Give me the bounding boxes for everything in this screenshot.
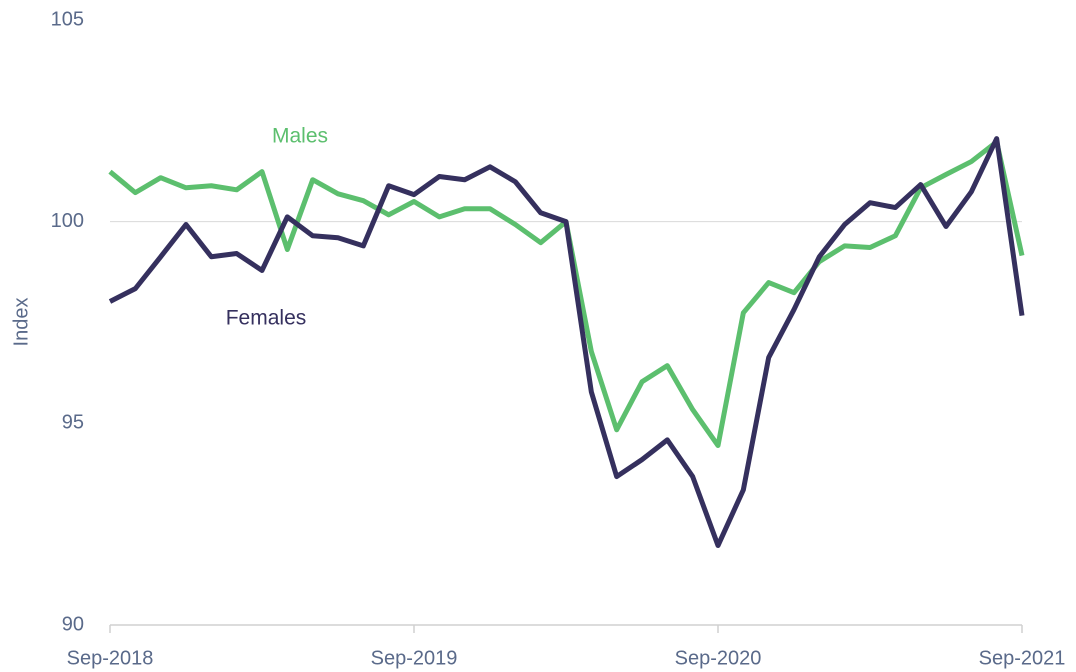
y-tick-label: 90 bbox=[62, 613, 84, 635]
x-tick-label: Sep-2019 bbox=[371, 647, 458, 669]
y-axis-label: Index bbox=[10, 298, 32, 347]
series-annotation: Males bbox=[272, 125, 328, 148]
series-line bbox=[108, 139, 1025, 449]
y-tick-label: 95 bbox=[62, 412, 84, 434]
series-annotation: Females bbox=[226, 307, 307, 330]
x-tick-label: Sep-2020 bbox=[675, 647, 762, 669]
x-tick-label: Sep-2018 bbox=[67, 647, 154, 669]
x-tick-label: Sep-2021 bbox=[979, 647, 1066, 669]
series-line bbox=[108, 136, 1025, 549]
y-tick-label: 100 bbox=[51, 210, 84, 232]
y-tick-label: 105 bbox=[51, 8, 84, 30]
